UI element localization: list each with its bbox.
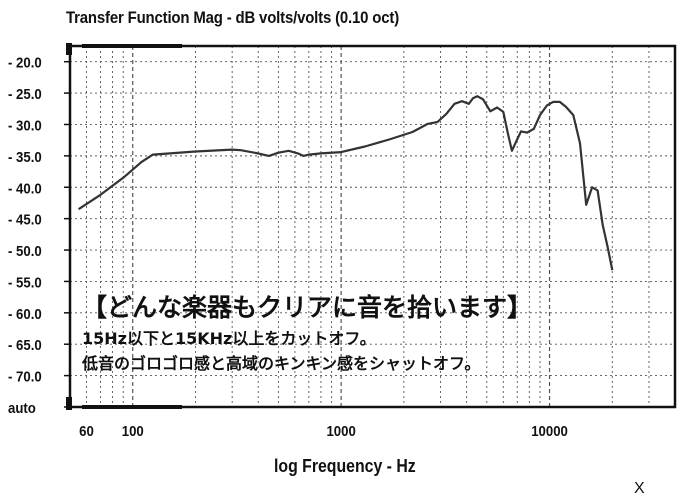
plot-frame xyxy=(68,44,677,409)
y-tick-label: - 35.0 xyxy=(8,148,42,165)
y-tick-label: - 65.0 xyxy=(8,336,42,353)
y-tick-label: - 60.0 xyxy=(8,305,42,322)
x-axis-label: log Frequency - Hz xyxy=(274,456,416,476)
y-tick-label: - 55.0 xyxy=(8,274,42,291)
overlay-line-2: 低音のゴロゴロ感と高域のキンキン感をシャットオフ。 xyxy=(82,354,481,373)
overlay-line-1: 15Hz以下と15KHz以上をカットオフ。 xyxy=(82,329,376,348)
y-tick-label: auto xyxy=(8,399,36,416)
y-tick-label: - 30.0 xyxy=(8,117,42,134)
frame-corner-bl xyxy=(66,397,72,410)
overlay-headline: 【どんな楽器もクリアに音を拾います】 xyxy=(82,293,533,322)
x-tick-label: 1000 xyxy=(326,422,355,439)
x-tick-label: 10000 xyxy=(531,422,568,439)
corner-mark: X xyxy=(634,480,645,497)
y-tick-label: - 25.0 xyxy=(8,85,42,102)
frame-corner-tl xyxy=(66,43,72,55)
y-tick-label: - 50.0 xyxy=(8,242,42,259)
y-tick-label: - 20.0 xyxy=(8,54,42,71)
y-tick-label: - 45.0 xyxy=(8,211,42,228)
response-curve xyxy=(77,95,614,271)
y-tick-label: - 70.0 xyxy=(8,368,42,385)
chart-title: Transfer Function Mag - dB volts/volts (… xyxy=(66,8,400,27)
y-tick-label: - 40.0 xyxy=(8,179,42,196)
x-tick-label: 60 xyxy=(79,422,94,439)
x-tick-label: 100 xyxy=(122,422,144,439)
